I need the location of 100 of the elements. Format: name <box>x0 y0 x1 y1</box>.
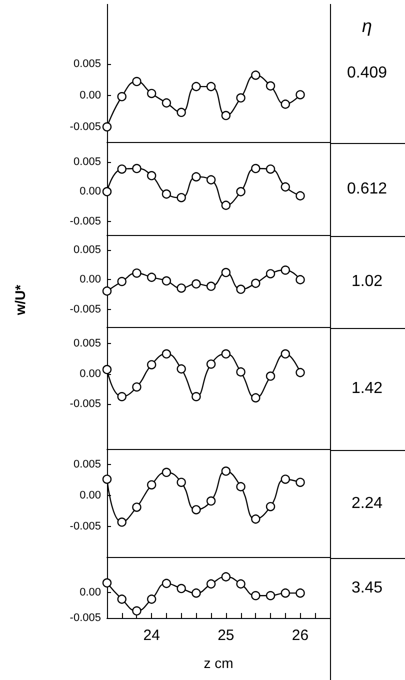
y-tick-label: 0.005 <box>73 338 101 350</box>
point <box>221 572 231 582</box>
point <box>296 90 305 100</box>
y-axis-title: w/U* <box>12 284 28 316</box>
point <box>176 584 186 594</box>
y-tick-label: 0.00 <box>80 368 101 380</box>
point <box>206 82 216 92</box>
point <box>221 110 231 120</box>
text: 2.24 <box>351 495 383 512</box>
point <box>296 478 305 487</box>
point <box>147 594 156 604</box>
x-tick-label: 24 <box>143 627 160 644</box>
point <box>251 164 260 174</box>
point <box>192 392 201 402</box>
point <box>236 284 246 294</box>
point <box>221 268 231 278</box>
point <box>176 108 186 117</box>
point <box>176 478 186 487</box>
y-tick-label: 0.005 <box>73 58 101 70</box>
point <box>102 286 112 296</box>
point <box>206 579 216 589</box>
y-tick-label: 0.00 <box>80 186 101 198</box>
point <box>192 82 201 92</box>
text: 0.612 <box>346 180 388 198</box>
point <box>117 392 126 402</box>
text: 1.02 <box>351 273 383 290</box>
text: 3.45 <box>351 580 383 596</box>
y-tick-label: -0.005 <box>70 215 101 228</box>
point <box>266 269 276 278</box>
point <box>147 480 156 490</box>
point <box>192 505 201 514</box>
point <box>296 368 305 378</box>
point <box>117 164 126 174</box>
point <box>206 175 216 184</box>
point <box>102 474 112 484</box>
point <box>251 70 260 80</box>
point <box>162 578 172 588</box>
point <box>236 93 246 102</box>
point <box>236 187 246 196</box>
point <box>296 275 305 284</box>
point <box>266 164 276 174</box>
point <box>221 349 231 358</box>
point <box>192 172 201 182</box>
point <box>236 482 246 492</box>
point <box>147 272 156 282</box>
point <box>102 364 112 374</box>
text: 0.409 <box>346 64 388 82</box>
point <box>176 283 186 293</box>
point <box>266 81 276 91</box>
point <box>102 187 112 196</box>
point <box>221 200 231 210</box>
y-tick-label: -0.005 <box>70 398 101 410</box>
point <box>132 502 142 512</box>
x-tick-label: 26 <box>292 627 309 644</box>
y-tick-label: -0.005 <box>70 120 101 133</box>
point <box>206 282 216 291</box>
point <box>132 268 142 278</box>
point <box>147 360 156 370</box>
point <box>251 591 260 600</box>
point <box>117 594 126 604</box>
x-tick-label: 25 <box>218 627 234 644</box>
point <box>221 466 231 476</box>
point <box>132 382 142 392</box>
y-tick-label: 0.005 <box>73 244 101 256</box>
point <box>266 502 276 512</box>
y-tick-label: 0.005 <box>73 458 101 470</box>
point <box>251 278 260 288</box>
text: 1.42 <box>351 380 383 397</box>
point <box>117 92 126 102</box>
point <box>206 360 216 369</box>
point <box>117 276 126 286</box>
point <box>132 606 142 616</box>
point <box>147 171 156 180</box>
point <box>296 588 305 598</box>
y-tick-label: 0.00 <box>80 586 101 599</box>
point <box>280 474 290 484</box>
point <box>251 393 260 402</box>
text: η <box>362 16 372 36</box>
point <box>296 191 305 200</box>
x-axis-title: z cm <box>204 655 234 671</box>
point <box>117 518 126 527</box>
point <box>236 367 246 377</box>
point <box>192 279 201 288</box>
point <box>266 372 276 381</box>
point <box>162 189 172 199</box>
point <box>251 514 260 524</box>
point <box>102 578 112 588</box>
point <box>266 591 276 600</box>
point <box>102 122 112 132</box>
point <box>132 76 142 86</box>
point <box>280 182 290 192</box>
point <box>236 579 246 589</box>
y-tick-label: -0.005 <box>70 520 101 533</box>
y-tick-label: 0.00 <box>80 89 101 102</box>
y-tick-label: 0.005 <box>73 156 101 168</box>
point <box>206 496 216 506</box>
point <box>280 588 290 598</box>
point <box>192 588 201 598</box>
point <box>147 88 156 98</box>
point <box>162 276 172 286</box>
